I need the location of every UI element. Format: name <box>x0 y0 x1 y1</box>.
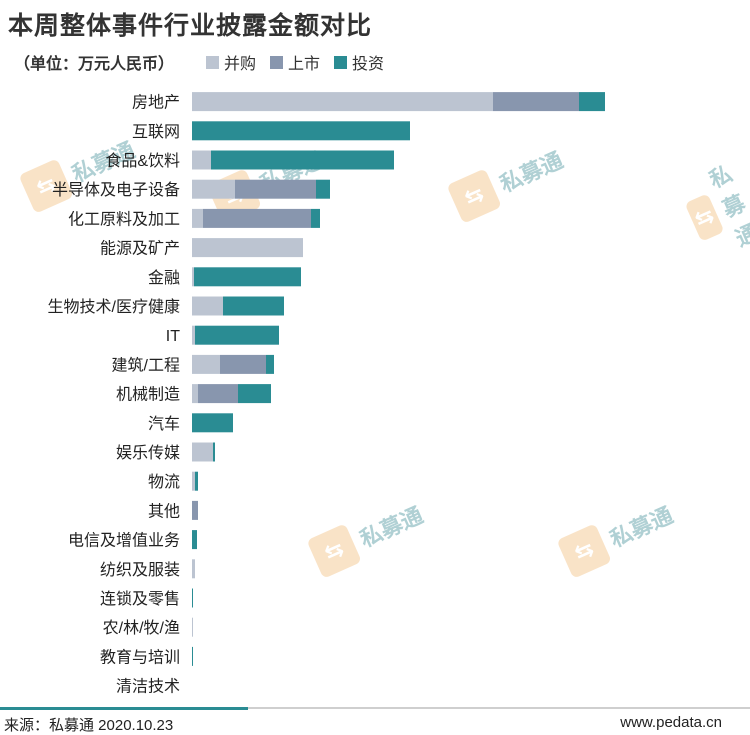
bar-segment <box>493 92 579 112</box>
category-label: 物流 <box>148 473 180 491</box>
bar-segment <box>192 413 233 433</box>
legend-item-merger: 并购 <box>206 50 256 74</box>
legend-item-investment: 投资 <box>334 50 384 74</box>
category-label: 金融 <box>148 269 180 287</box>
legend-swatch-ipo <box>270 55 284 69</box>
bar-segment <box>195 471 198 491</box>
bar-segment <box>235 179 316 199</box>
bar-segment <box>192 267 194 287</box>
bar-segment <box>192 442 213 462</box>
bar-segment <box>192 384 198 404</box>
category-label: 其他 <box>148 502 180 520</box>
bar-segment <box>192 238 303 258</box>
category-label: 机械制造 <box>116 386 180 404</box>
bar-segment <box>198 384 238 404</box>
bar-segment <box>238 384 271 404</box>
bar-segment <box>192 150 211 170</box>
bar-segment <box>192 646 193 666</box>
category-label: 娱乐传媒 <box>116 444 180 462</box>
category-label: 教育与培训 <box>100 648 180 666</box>
category-label: 电信及增值业务 <box>68 532 180 550</box>
category-label: 半导体及电子设备 <box>52 181 180 199</box>
bar-segment <box>192 471 195 491</box>
legend-label-ipo: 上市 <box>288 56 321 73</box>
bar-segment <box>192 354 220 374</box>
legend-item-ipo: 上市 <box>270 50 320 74</box>
bar-segment <box>203 208 311 228</box>
bar-segment <box>266 354 274 374</box>
bar-segment <box>192 179 235 199</box>
bar-segment <box>579 92 605 112</box>
bar-segment <box>192 530 197 550</box>
footer-divider <box>0 707 750 709</box>
bar-segment <box>192 325 195 345</box>
legend-swatch-merger <box>206 55 219 69</box>
bar-segment <box>192 588 193 608</box>
category-label: IT <box>166 328 180 345</box>
bar-segment <box>220 354 266 374</box>
bar-segment <box>192 296 223 316</box>
source-note: 来源：私募通 2020.10.23 <box>4 717 174 734</box>
legend: 并购 上市 投资 <box>206 50 398 74</box>
chart-title: 本周整体事件行业披露金额对比 <box>8 12 373 40</box>
bar-segment <box>192 121 410 141</box>
unit-label: （单位：万元人民币） <box>14 56 175 73</box>
category-label: 汽车 <box>148 415 180 433</box>
footer-divider-accent <box>0 707 248 710</box>
bar-segment <box>195 325 279 345</box>
bar-segment <box>223 296 284 316</box>
bar-segment <box>192 208 203 228</box>
category-label: 房地产 <box>132 94 180 112</box>
category-label: 纺织及服装 <box>100 561 180 579</box>
bar-segment <box>311 208 320 228</box>
bar-chart: 房地产互联网食品&饮料半导体及电子设备化工原料及加工能源及矿产金融生物技术/医疗… <box>48 92 605 696</box>
bar-segment <box>192 500 198 520</box>
category-label: 农/林/牧/渔 <box>103 619 180 637</box>
category-label: 食品&饮料 <box>105 152 180 170</box>
bar-segment <box>194 267 301 287</box>
bar-segment <box>192 92 493 112</box>
category-label: 连锁及零售 <box>100 590 180 608</box>
category-label: 建筑/工程 <box>112 356 180 374</box>
category-label: 清洁技术 <box>116 678 180 696</box>
bar-segment <box>192 617 193 637</box>
bar-segment <box>213 442 215 462</box>
bar-segment <box>316 179 330 199</box>
site-url: www.pedata.cn <box>620 714 722 731</box>
legend-label-merger: 并购 <box>224 56 257 73</box>
category-label: 能源及矿产 <box>100 240 180 258</box>
category-label: 生物技术/医疗健康 <box>48 298 180 316</box>
category-label: 互联网 <box>132 123 180 141</box>
legend-label-investment: 投资 <box>352 56 385 73</box>
bar-segment <box>192 559 195 579</box>
legend-swatch-investment <box>334 55 348 69</box>
bar-segment <box>211 150 394 170</box>
category-label: 化工原料及加工 <box>68 210 180 228</box>
